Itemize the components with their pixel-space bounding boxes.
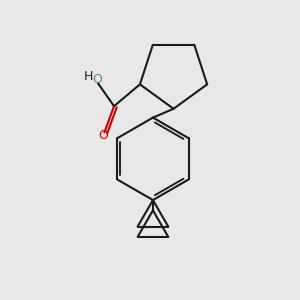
Text: O: O (98, 129, 108, 142)
Text: H: H (84, 70, 93, 83)
Text: O: O (92, 73, 102, 86)
